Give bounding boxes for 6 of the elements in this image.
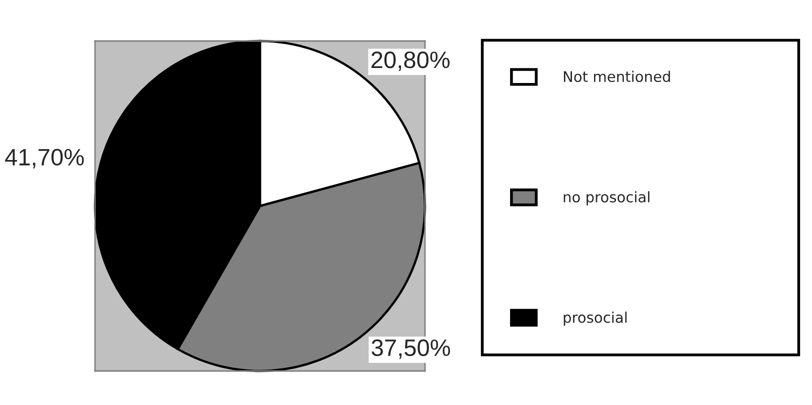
legend-label: no prosocial: [564, 191, 650, 206]
data-label: 37,50%: [372, 339, 450, 359]
data-label: 41,70%: [5, 148, 84, 168]
legend-label: Not mentioned: [564, 70, 670, 82]
legend-label: prosocial: [564, 312, 627, 326]
data-label: 20,80%: [372, 52, 450, 72]
